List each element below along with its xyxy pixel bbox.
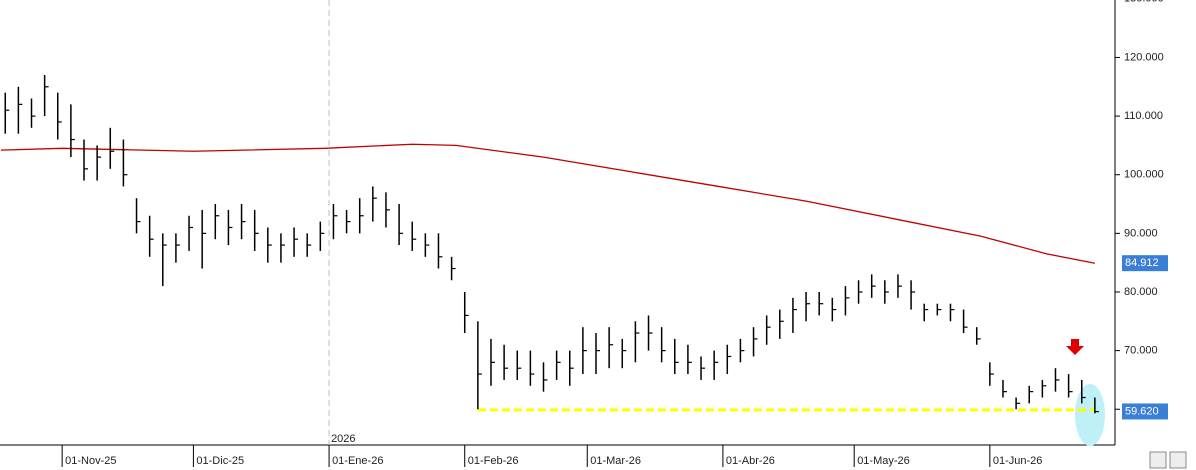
y-tick-label: 130.000 xyxy=(1124,0,1164,5)
x-tick-label: 01-Abr-26 xyxy=(726,455,775,467)
x-tick-label: 01-Feb-26 xyxy=(468,455,519,467)
highlight-ellipse xyxy=(1075,384,1105,446)
scroll-button[interactable] xyxy=(1169,451,1187,469)
y-tick-label: 120.000 xyxy=(1124,51,1164,63)
price-label-box xyxy=(1122,255,1168,272)
moving-average xyxy=(0,143,1095,264)
y-tick-label: 90.000 xyxy=(1124,227,1158,239)
x-tick-label: 01-May-26 xyxy=(857,455,910,467)
x-tick-label: 01-Dic-25 xyxy=(196,455,244,467)
x-tick-label: 01-Nov-25 xyxy=(65,455,116,467)
year-label: 2026 xyxy=(331,433,355,445)
x-tick-label: 01-Ene-26 xyxy=(332,455,383,467)
price-label: 84.912 xyxy=(1125,257,1159,269)
y-tick-label: 110.000 xyxy=(1124,110,1163,122)
arrow-marker xyxy=(1066,339,1084,355)
price-label-box xyxy=(1122,403,1168,420)
y-tick-label: 70.000 xyxy=(1124,345,1158,357)
scroll-button[interactable] xyxy=(1149,451,1167,469)
x-tick-label: 01-Jun-26 xyxy=(993,455,1043,467)
x-tick-label: 01-Mar-26 xyxy=(590,455,641,467)
y-tick-label: 80.000 xyxy=(1124,286,1158,298)
y-tick-label: 100.000 xyxy=(1124,169,1164,181)
price-label: 59.620 xyxy=(1125,405,1159,417)
